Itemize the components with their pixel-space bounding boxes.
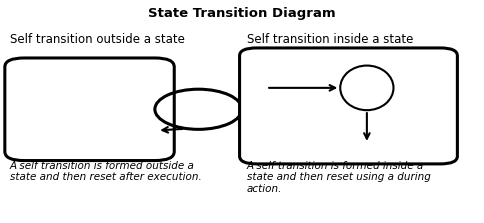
Text: State Transition Diagram: State Transition Diagram <box>148 7 336 20</box>
Text: A self transition is formed inside a
state and then reset using a during
action.: A self transition is formed inside a sta… <box>247 161 431 194</box>
Text: Self transition inside a state: Self transition inside a state <box>247 33 413 46</box>
FancyBboxPatch shape <box>5 58 174 161</box>
Text: Self transition outside a state: Self transition outside a state <box>10 33 184 46</box>
Text: A self transition is formed outside a
state and then reset after execution.: A self transition is formed outside a st… <box>10 161 201 182</box>
FancyBboxPatch shape <box>240 48 457 164</box>
